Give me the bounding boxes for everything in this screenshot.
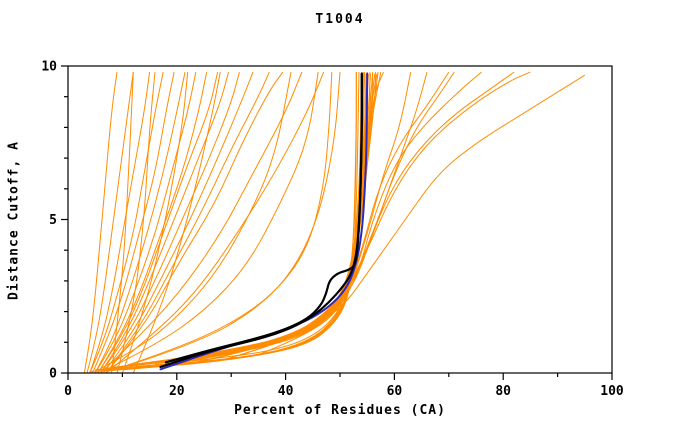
model-curve xyxy=(192,73,369,360)
model-curve xyxy=(105,71,270,373)
model-curve xyxy=(100,71,229,373)
model-curve xyxy=(100,72,292,369)
model-curve xyxy=(86,72,134,373)
model-curve xyxy=(176,71,450,365)
model-curve xyxy=(116,72,156,373)
model-curve xyxy=(89,71,164,373)
model-curve xyxy=(122,72,374,368)
model-curve xyxy=(105,71,284,373)
model-curve xyxy=(89,72,357,372)
x-tick-label: 80 xyxy=(495,384,511,399)
model-curve xyxy=(220,74,586,362)
x-tick-label: 20 xyxy=(169,384,185,399)
chart-title: T1004 xyxy=(315,12,365,27)
model-curve xyxy=(111,72,134,373)
y-tick-label: 10 xyxy=(41,60,57,75)
model-curve xyxy=(236,73,378,354)
model-curve xyxy=(89,72,151,373)
model-curve xyxy=(100,71,240,373)
x-tick-label: 60 xyxy=(387,384,403,399)
model-curve xyxy=(105,71,325,373)
model-curve xyxy=(92,71,175,373)
model-curve xyxy=(214,73,374,357)
model-curve xyxy=(122,72,333,368)
model-curve xyxy=(94,71,186,373)
y-tick-label: 0 xyxy=(49,367,57,382)
model-curve xyxy=(121,72,189,373)
model-curve xyxy=(165,71,455,366)
model-curve xyxy=(111,72,319,368)
model-curve xyxy=(182,73,367,362)
model-curve xyxy=(97,71,208,373)
highlight-curve-highlight-black-2 xyxy=(164,72,363,364)
model-curve xyxy=(100,72,363,372)
model-curve xyxy=(94,72,197,373)
model-curve xyxy=(258,72,412,356)
x-tick-label: 40 xyxy=(278,384,294,399)
model-curve xyxy=(133,72,341,365)
model-curve xyxy=(149,71,428,368)
model-curve xyxy=(100,71,303,373)
model-curve xyxy=(203,73,371,359)
model-curve xyxy=(102,71,254,373)
model-curve xyxy=(83,72,118,373)
x-tick-label: 0 xyxy=(64,384,72,399)
model-curve xyxy=(144,71,384,365)
x-tick-label: 100 xyxy=(600,384,624,399)
x-axis-label: Percent of Residues (CA) xyxy=(234,403,446,418)
y-tick-label: 5 xyxy=(49,213,57,228)
axis-box xyxy=(67,65,613,374)
